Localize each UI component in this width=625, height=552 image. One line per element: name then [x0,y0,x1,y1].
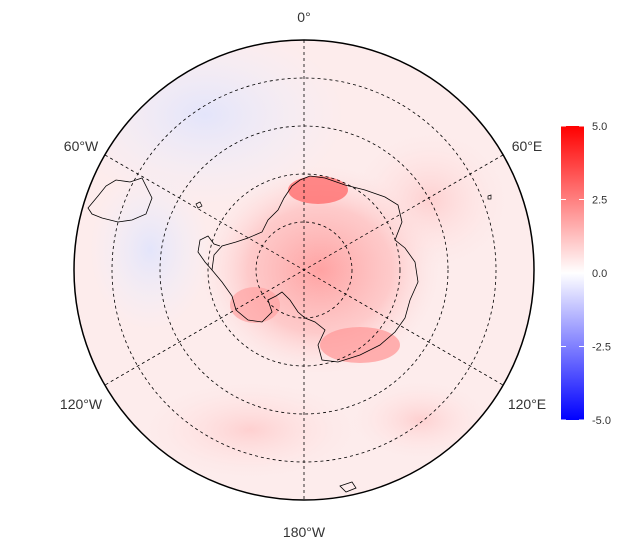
meridian-60e-120w [104,154,504,386]
negative-anomaly-region [90,170,210,330]
island-coastline [339,481,357,493]
lon-label-120w: 120°W [60,396,103,412]
colorbar-gradient [561,126,584,420]
colorbar-tick-label: 2.5 [592,195,607,207]
antarctic-anomaly-peak [230,287,280,323]
graticule [104,40,504,500]
lon-label-60w: 60°W [64,138,99,154]
longitude-labels: 0° 60°E 120°E 180°W 120°W 60°W [60,9,546,540]
lon-label-0: 0° [297,9,310,25]
colorbar-ticks: 5.0 2.5 0.0 -2.5 -5.0 [561,121,611,427]
latitude-circle [255,221,353,319]
antarctic-anomaly-peak [288,176,348,204]
data-field [74,40,534,500]
positive-anomaly-region [140,380,360,480]
lon-label-60e: 60°E [512,138,543,154]
lon-label-180: 180°W [283,524,326,540]
map-boundary [73,39,535,501]
antarctic-anomaly-peak [320,327,400,363]
island-coastline [195,201,203,209]
antarctic-peninsula-coastline [197,235,221,271]
colorbar-tick-label: 0.0 [592,268,607,280]
colorbar: 5.0 2.5 0.0 -2.5 -5.0 [561,121,611,427]
positive-anomaly-region [350,380,490,460]
south-america-coastline [87,177,153,223]
island-coastline [487,194,492,200]
lon-label-120e: 120°E [508,396,546,412]
colorbar-tick-label: 5.0 [592,121,607,133]
colorbar-tick-label: -5.0 [592,415,611,427]
colorbar-tick-label: -2.5 [592,342,611,354]
